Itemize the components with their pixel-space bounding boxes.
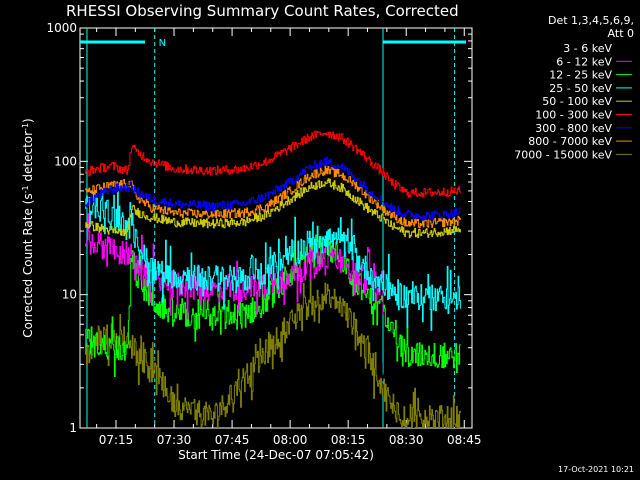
series-line <box>85 165 461 229</box>
series-line <box>85 130 461 198</box>
x-tick-label: 08:45 <box>447 433 482 447</box>
series-line <box>85 213 384 320</box>
x-tick-label: 08:30 <box>389 433 424 447</box>
x-tick-label: 07:45 <box>215 433 250 447</box>
legend-header-line2: Att 0 <box>608 27 634 40</box>
series-line <box>85 178 461 239</box>
legend-entry-label: 7000 - 15000 keV <box>514 148 612 161</box>
legend-entry-label: 6 - 12 keV <box>556 55 612 68</box>
series-line <box>85 191 461 331</box>
chart-title: RHESSI Observing Summary Count Rates, Co… <box>66 2 459 20</box>
legend-entry-label: 800 - 7000 keV <box>528 135 612 148</box>
timestamp-footer: 17-Oct-2021 10:21 <box>558 465 634 474</box>
series-line <box>85 156 461 221</box>
night-marker-label: N <box>159 38 166 49</box>
x-tick-label: 07:30 <box>157 433 192 447</box>
legend-entry-label: 3 - 6 keV <box>563 42 612 55</box>
plot-frame <box>79 27 473 429</box>
y-tick-label: 1000 <box>46 21 77 35</box>
y-tick-label: 100 <box>54 154 77 168</box>
legend-entry-label: 300 - 800 keV <box>535 122 612 135</box>
series-line <box>85 270 461 428</box>
y-tick-label: 10 <box>62 288 77 302</box>
x-tick-label: 07:15 <box>99 433 134 447</box>
legend-entry-label: 100 - 300 keV <box>535 109 612 122</box>
legend-entry-label: 12 - 25 keV <box>549 69 612 82</box>
y-axis-label: Corrected Count Rate (s-1 detector-1) <box>21 118 36 337</box>
legend-entry-label: 25 - 50 keV <box>549 82 612 95</box>
x-tick-label: 08:15 <box>331 433 366 447</box>
y-tick-label: 1 <box>69 421 77 435</box>
x-tick-label: 08:00 <box>273 433 308 447</box>
legend-header-line1: Det 1,3,4,5,6,9, <box>548 14 634 27</box>
legend-entry-label: 50 - 100 keV <box>542 95 612 108</box>
x-axis-label: Start Time (24-Dec-07 07:05:42) <box>178 448 374 462</box>
series-line <box>85 259 461 428</box>
